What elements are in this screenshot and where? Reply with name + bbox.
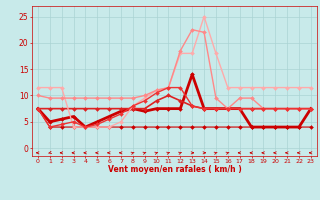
- X-axis label: Vent moyen/en rafales ( km/h ): Vent moyen/en rafales ( km/h ): [108, 165, 241, 174]
